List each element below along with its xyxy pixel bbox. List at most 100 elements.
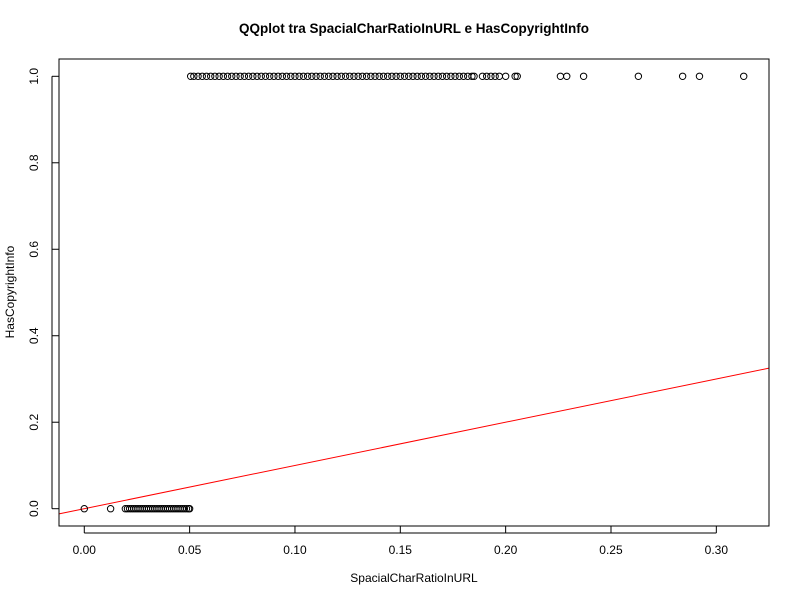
data-point	[211, 72, 219, 80]
data-point	[329, 72, 337, 80]
data-point	[400, 72, 409, 80]
data-point	[470, 72, 478, 80]
data-point	[219, 72, 228, 80]
data-point	[421, 72, 430, 80]
y-tick-label: 1.0	[27, 68, 41, 85]
data-point	[430, 72, 438, 80]
data-point	[695, 72, 704, 80]
data-point	[383, 72, 392, 80]
axes-group: 0.00 0.05 0.10 0.15 0.20 0.25 0.30 0.0 0.2 0.4 0.6…	[27, 68, 728, 557]
data-point	[362, 72, 371, 80]
data-point	[740, 72, 748, 80]
data-point	[232, 72, 240, 80]
data-point	[320, 72, 329, 80]
data-point	[257, 72, 265, 80]
data-point	[447, 72, 455, 80]
data-point	[379, 72, 388, 80]
data-point	[202, 72, 211, 80]
data-point	[426, 72, 434, 80]
x-tick-label: 0.20	[494, 543, 518, 557]
y-tick-label: 0.8	[27, 154, 41, 171]
x-tick-label: 0.05	[178, 543, 202, 557]
data-point	[333, 72, 341, 80]
data-point	[375, 72, 383, 80]
data-point	[501, 72, 510, 80]
data-point	[451, 72, 459, 80]
data-point	[413, 72, 421, 80]
data-point	[180, 505, 189, 513]
chart-title: QQplot tra SpacialCharRatioInURL e HasCo…	[238, 21, 590, 36]
data-point	[282, 72, 291, 80]
data-point	[291, 72, 299, 80]
data-point	[194, 72, 202, 80]
x-axis-title: SpacialCharRatioInURL	[350, 571, 478, 585]
data-point	[240, 72, 249, 80]
data-point	[80, 505, 88, 513]
plot-frame	[58, 58, 770, 527]
data-point	[495, 72, 504, 80]
data-point	[299, 72, 308, 80]
x-tick-label: 0.10	[283, 543, 307, 557]
data-point	[270, 72, 278, 80]
data-point	[405, 72, 413, 80]
data-point	[198, 72, 206, 80]
data-point	[634, 72, 643, 80]
data-point	[478, 72, 487, 80]
data-point	[206, 72, 215, 80]
data-point	[371, 72, 379, 80]
x-tick-label: 0.30	[705, 543, 729, 557]
y-tick-label: 0.6	[27, 241, 41, 258]
data-point	[367, 72, 375, 80]
data-point	[316, 72, 324, 80]
points-layer	[80, 72, 748, 513]
data-point	[185, 505, 194, 513]
reference-line	[58, 367, 770, 515]
data-point	[215, 72, 223, 80]
data-point	[303, 72, 312, 80]
data-point	[358, 72, 367, 80]
data-point	[556, 72, 565, 80]
data-point	[455, 72, 463, 80]
data-point	[482, 72, 491, 80]
data-point	[678, 72, 687, 80]
data-point	[438, 72, 447, 80]
data-point	[468, 72, 476, 80]
data-point	[563, 72, 571, 80]
y-tick-label: 0.0	[27, 500, 41, 517]
data-point	[287, 72, 295, 80]
data-point	[244, 72, 253, 80]
data-point	[337, 72, 346, 80]
data-point	[388, 72, 396, 80]
data-point	[392, 72, 400, 80]
data-point	[278, 72, 287, 80]
data-point	[186, 72, 195, 80]
data-point	[341, 72, 350, 80]
data-point	[442, 72, 451, 80]
y-axis-title: HasCopyrightInfo	[3, 245, 17, 338]
data-point	[409, 72, 417, 80]
x-tick-label: 0.15	[389, 543, 413, 557]
data-point	[106, 505, 115, 513]
reference-line-layer	[58, 367, 770, 515]
data-point	[396, 72, 405, 80]
data-point	[249, 72, 257, 80]
data-point	[274, 72, 282, 80]
x-tick-label: 0.25	[599, 543, 623, 557]
data-point	[511, 72, 519, 80]
x-tick-label: 0.00	[73, 543, 97, 557]
data-point	[190, 72, 198, 80]
data-point	[182, 505, 191, 513]
data-point	[487, 72, 495, 80]
data-point	[434, 72, 442, 80]
data-point	[265, 72, 274, 80]
data-point	[350, 72, 358, 80]
data-point	[417, 72, 426, 80]
data-point	[312, 72, 320, 80]
data-point	[324, 72, 333, 80]
data-point	[346, 72, 354, 80]
data-point	[579, 72, 588, 80]
data-point	[491, 72, 499, 80]
y-tick-label: 0.4	[27, 327, 41, 344]
data-point	[261, 72, 270, 80]
